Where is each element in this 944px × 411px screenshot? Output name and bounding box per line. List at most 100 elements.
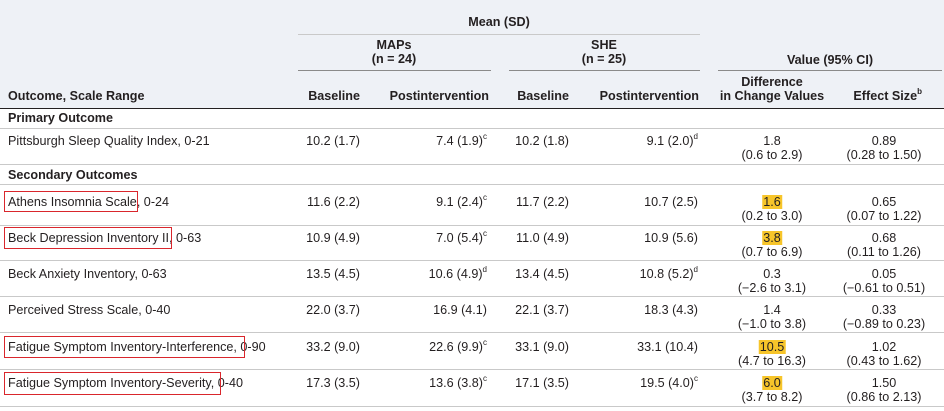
annotation-box-fatigue-interference (4, 336, 245, 358)
outcome-label: Fatigue Symptom Inventory-Severity, 0-40 (8, 376, 243, 390)
annotation-box-athens (4, 191, 138, 212)
difference-value: 6.0 (762, 376, 782, 390)
annotation-box-fatigue-severity (4, 372, 221, 395)
primary-outcome-heading: Primary Outcome (8, 111, 113, 125)
effect-size-ci: (−0.89 to 0.23) (842, 317, 926, 331)
she-post-value: 10.7 (2.5) (644, 195, 698, 209)
mean-rule (298, 34, 700, 35)
maps-baseline-value: 17.3 (3.5) (306, 376, 360, 390)
outcome-label: Fatigue Symptom Inventory-Interference, … (8, 340, 266, 354)
she-baseline-value: 33.1 (9.0) (515, 340, 569, 354)
effect-size-value: 1.02 (871, 340, 897, 354)
effect-size-ci: (0.43 to 1.62) (846, 354, 922, 368)
row-rule (0, 406, 944, 407)
difference-ci: (−2.6 to 3.1) (737, 281, 807, 295)
difference-value: 1.8 (763, 134, 781, 148)
row-rule (0, 260, 944, 261)
effect-size-ci: (0.07 to 1.22) (846, 209, 922, 223)
maps-baseline-value: 10.9 (4.9) (306, 231, 360, 245)
maps-post-header: Postintervention (389, 89, 489, 103)
effect-size-value: 1.50 (871, 376, 897, 390)
she-post-value: 10.8 (5.2)d (639, 264, 698, 281)
effect-size-header: Effect Sizeb (853, 86, 922, 103)
highlight-marker: 1.6 (762, 195, 782, 209)
effect-size-ci: (0.28 to 1.50) (846, 148, 922, 162)
she-group-name: SHE (591, 38, 617, 52)
maps-post-value: 10.6 (4.9)d (428, 264, 487, 281)
mean-sd-header: Mean (SD) (468, 15, 530, 29)
difference-ci: (−1.0 to 3.8) (737, 317, 807, 331)
maps-post-value: 22.6 (9.9)c (429, 337, 487, 354)
maps-baseline-value: 10.2 (1.7) (306, 134, 360, 148)
effect-size-ci: (−0.61 to 0.51) (842, 281, 926, 295)
she-post-value: 9.1 (2.0)d (646, 131, 698, 148)
she-baseline-value: 10.2 (1.8) (515, 134, 569, 148)
she-baseline-value: 11.0 (4.9) (516, 231, 569, 245)
value-ci-header: Value (95% CI) (786, 53, 874, 67)
difference-ci: (0.2 to 3.0) (741, 209, 803, 223)
effect-size-value: 0.89 (871, 134, 897, 148)
header-band (0, 0, 944, 109)
outcome-column-header: Outcome, Scale Range (8, 89, 145, 103)
outcome-label: Pittsburgh Sleep Quality Index, 0-21 (8, 134, 210, 148)
effect-size-ci: (0.11 to 1.26) (847, 245, 921, 259)
difference-value: 1.4 (763, 303, 781, 317)
maps-baseline-header: Baseline (308, 89, 360, 103)
effect-size-value: 0.68 (871, 231, 897, 245)
she-baseline-value: 13.4 (4.5) (515, 267, 569, 281)
difference-ci: (3.7 to 8.2) (741, 390, 803, 404)
difference-ci: (4.7 to 16.3) (738, 354, 806, 368)
row-rule (0, 128, 944, 129)
maps-post-value: 13.6 (3.8)c (429, 373, 487, 390)
difference-value: 10.5 (758, 340, 786, 354)
difference-value: 0.3 (763, 267, 781, 281)
maps-baseline-value: 22.0 (3.7) (306, 303, 360, 317)
she-baseline-value: 17.1 (3.5) (515, 376, 569, 390)
difference-value: 3.8 (762, 231, 782, 245)
maps-post-value: 9.1 (2.4)c (436, 192, 487, 209)
she-group-n: (n = 25) (581, 52, 627, 66)
maps-post-value: 7.0 (5.4)c (436, 228, 487, 245)
difference-header-line2: in Change Values (719, 89, 825, 103)
difference-ci: (0.6 to 2.9) (741, 148, 803, 162)
she-baseline-header: Baseline (517, 89, 569, 103)
maps-group-n: (n = 24) (371, 52, 417, 66)
outcome-label: Beck Anxiety Inventory, 0-63 (8, 267, 167, 281)
row-rule (0, 296, 944, 297)
row-rule (0, 332, 944, 333)
secondary-outcomes-heading: Secondary Outcomes (8, 168, 138, 182)
she-baseline-value: 22.1 (3.7) (515, 303, 569, 317)
row-rule (0, 164, 944, 165)
row-rule (0, 225, 944, 226)
she-baseline-value: 11.7 (2.2) (516, 195, 569, 209)
effect-size-value: 0.33 (871, 303, 897, 317)
row-rule (0, 369, 944, 370)
effect-size-ci: (0.86 to 2.13) (846, 390, 922, 404)
row-rule (0, 184, 944, 185)
she-post-value: 10.9 (5.6) (644, 231, 698, 245)
highlight-marker: 3.8 (762, 231, 782, 245)
annotation-box-beck-depression (4, 227, 172, 249)
difference-value: 1.6 (762, 195, 782, 209)
she-post-value: 33.1 (10.4) (637, 340, 698, 354)
maps-rule (298, 70, 491, 71)
difference-ci: (0.7 to 6.9) (741, 245, 803, 259)
outcome-label: Beck Depression Inventory II, 0-63 (8, 231, 202, 245)
effect-size-value: 0.65 (871, 195, 897, 209)
effect-size-value: 0.05 (871, 267, 897, 281)
maps-baseline-value: 11.6 (2.2) (307, 195, 360, 209)
maps-baseline-value: 33.2 (9.0) (306, 340, 360, 354)
she-rule (509, 70, 700, 71)
highlight-marker: 10.5 (758, 340, 786, 354)
value-rule (718, 70, 942, 71)
she-post-header: Postintervention (599, 89, 699, 103)
maps-post-value: 7.4 (1.9)c (436, 131, 487, 148)
maps-group-name: MAPs (376, 38, 412, 52)
maps-post-value: 16.9 (4.1) (433, 303, 487, 317)
maps-baseline-value: 13.5 (4.5) (306, 267, 360, 281)
she-post-value: 18.3 (4.3) (644, 303, 698, 317)
outcome-label: Perceived Stress Scale, 0-40 (8, 303, 171, 317)
highlight-marker: 6.0 (762, 376, 782, 390)
outcome-label: Athens Insomnia Scale, 0-24 (8, 195, 170, 209)
